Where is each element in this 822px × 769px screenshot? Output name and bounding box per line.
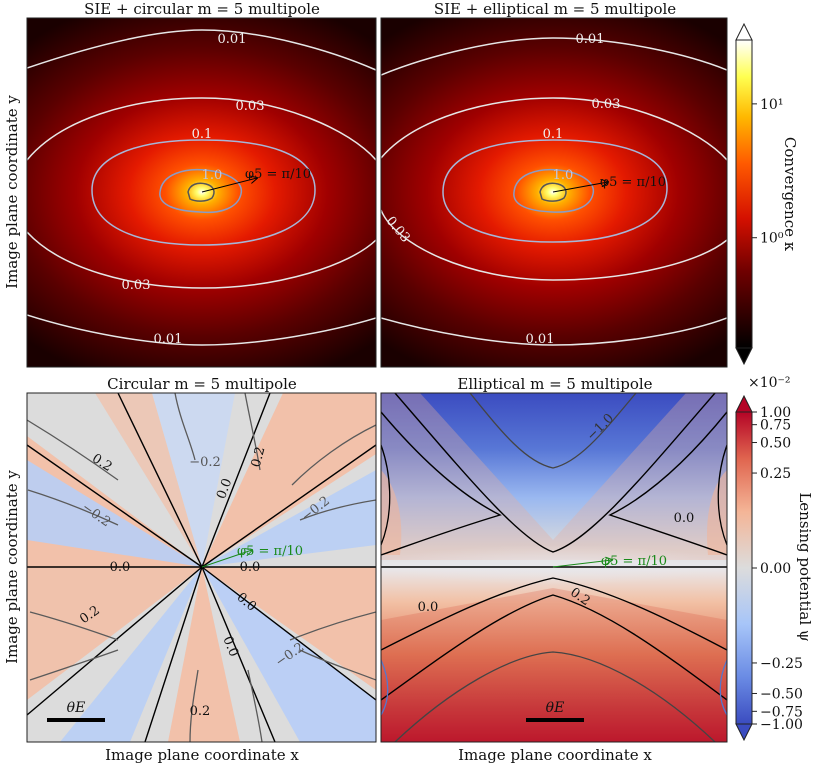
contour-label: 0.0 (219, 634, 241, 659)
y-axis-label: Image plane coordinate y (3, 95, 21, 289)
potential-tick-label: 1.00 (760, 405, 791, 421)
axes-frame (26, 17, 377, 368)
convergence-map (381, 18, 727, 367)
multipole-angle-arrow (552, 560, 612, 568)
potential-colorbar: ×10⁻² 1.000.75 0.50 0.25 0.00 −0.25 −0.50 −0.7… (735, 375, 814, 742)
contour-label: 0.01 (576, 32, 605, 47)
potential-tick-label: 0.75 (760, 418, 791, 434)
contour-label: 0.03 (236, 99, 265, 114)
potential-tick-label: −0.75 (760, 704, 803, 720)
contour-0.1 (91, 139, 316, 246)
contour-0.01-bottom (381, 317, 727, 346)
colorbar-multiplier: ×10⁻² (748, 375, 791, 391)
multipole-angle-label: φ5 = π/10 (245, 167, 311, 182)
contour-core (539, 182, 567, 202)
contour-label: 0.0 (240, 560, 261, 575)
panel-title: SIE + circular m = 5 multipole (84, 0, 320, 18)
contour-0.01-top (381, 37, 727, 76)
colorbar-ticks: 10⁰ 10¹ (752, 97, 784, 247)
contour-0.01-bottom (27, 314, 376, 346)
colorbar-extend-bottom (735, 723, 753, 742)
scalebar-label: θE (546, 700, 565, 716)
contour-0.1 (442, 139, 668, 243)
scalebar-label: θE (67, 700, 86, 716)
colorbar-extend-bottom (735, 347, 753, 366)
panel-title: Elliptical m = 5 multipole (457, 375, 652, 393)
contour-label: 0.01 (218, 32, 247, 47)
contour-label: 1.0 (553, 168, 574, 183)
x-axis-label: Image plane coordinate x (105, 746, 299, 764)
level-contours (27, 393, 376, 742)
potential-tick-label: 0.50 (760, 436, 791, 452)
contour-label: 0.0 (674, 511, 695, 526)
contour-label: 0.2 (249, 445, 269, 469)
potential-tick-label: −0.25 (760, 656, 803, 672)
contour-label: 0.0 (418, 600, 439, 615)
convergence-tick-label: 10¹ (760, 97, 783, 113)
axes-frame (380, 17, 728, 368)
potential-tick-label: 0.00 (760, 561, 791, 577)
colorbar-gradient (735, 411, 753, 725)
potential-tick-label: −0.50 (760, 686, 803, 702)
y-axis-label: Image plane coordinate y (3, 470, 21, 664)
contour-label: 0.1 (543, 127, 564, 142)
multipole-angle-label: φ5 = π/10 (600, 175, 666, 190)
multipole-angle-arrow (201, 550, 252, 568)
potential-tick-label: 0.25 (760, 466, 791, 482)
contour-1.0 (159, 168, 243, 214)
contour-label: 0.0 (214, 477, 235, 502)
contour-label: 0.01 (526, 332, 555, 347)
multipole-angle-label: φ5 = π/10 (601, 554, 667, 569)
convergence-colorbar: 10⁰ 10¹ Convergence κ (735, 22, 799, 366)
contour-minus-one (469, 393, 637, 469)
panel-circular-potential: Circular m = 5 multipole (3, 375, 377, 764)
contour-label: −0.2 (189, 455, 221, 470)
x-axis-label: Image plane coordinate x (458, 746, 652, 764)
colorbar-extend-top (735, 22, 753, 41)
colorbar-extend-top (735, 394, 753, 413)
panel-sie-elliptical: SIE + elliptical m = 5 multipole 0.01 0.… (380, 0, 728, 368)
contour-label: 0.2 (190, 704, 211, 719)
multipole-angle-arrow (201, 178, 257, 193)
axes-frame (380, 392, 728, 743)
convergence-tick-label: 10⁰ (760, 231, 784, 247)
multipole-angle-label: φ5 = π/10 (237, 544, 303, 559)
negative-lobes (27, 393, 376, 742)
potential-tick-label: −1.00 (760, 717, 803, 733)
panel-sie-circular: SIE + circular m = 5 multipole 0.01 0.03… (3, 0, 377, 368)
panel-elliptical-potential: Elliptical m = 5 multipole (380, 375, 728, 764)
contour-0.03-top (381, 97, 727, 161)
contour-label: 0.01 (154, 332, 183, 347)
contour-label: 0.1 (192, 127, 213, 142)
contour-core (187, 182, 215, 202)
contour-0.01-top (27, 29, 376, 71)
contour-label: 0.03 (122, 278, 151, 293)
contour-0.03-top (27, 97, 376, 161)
contour-label: 1.0 (202, 168, 223, 183)
colorbar-gradient (735, 39, 753, 349)
panel-title: SIE + elliptical m = 5 multipole (434, 0, 676, 18)
contour-0.03-bottom (381, 209, 727, 281)
positive-lobes (27, 393, 376, 742)
contour-0.03-bottom (27, 231, 376, 289)
contour-1.0 (513, 168, 595, 213)
colorbar-label: Lensing potential ψ (796, 492, 814, 641)
convergence-map (27, 18, 376, 367)
colorbar-label: Convergence κ (781, 137, 799, 252)
zero-contours (27, 393, 376, 742)
panel-title: Circular m = 5 multipole (107, 375, 297, 393)
axes-frame (26, 392, 377, 743)
contour-label: 0.0 (110, 560, 131, 575)
contour-plus-level (394, 651, 716, 742)
colorbar-ticks: 1.000.75 0.50 0.25 0.00 −0.25 −0.50 −0.75−1.00 (752, 405, 803, 733)
contour-label: 0.03 (592, 97, 621, 112)
multipole-angle-arrow (552, 182, 608, 193)
